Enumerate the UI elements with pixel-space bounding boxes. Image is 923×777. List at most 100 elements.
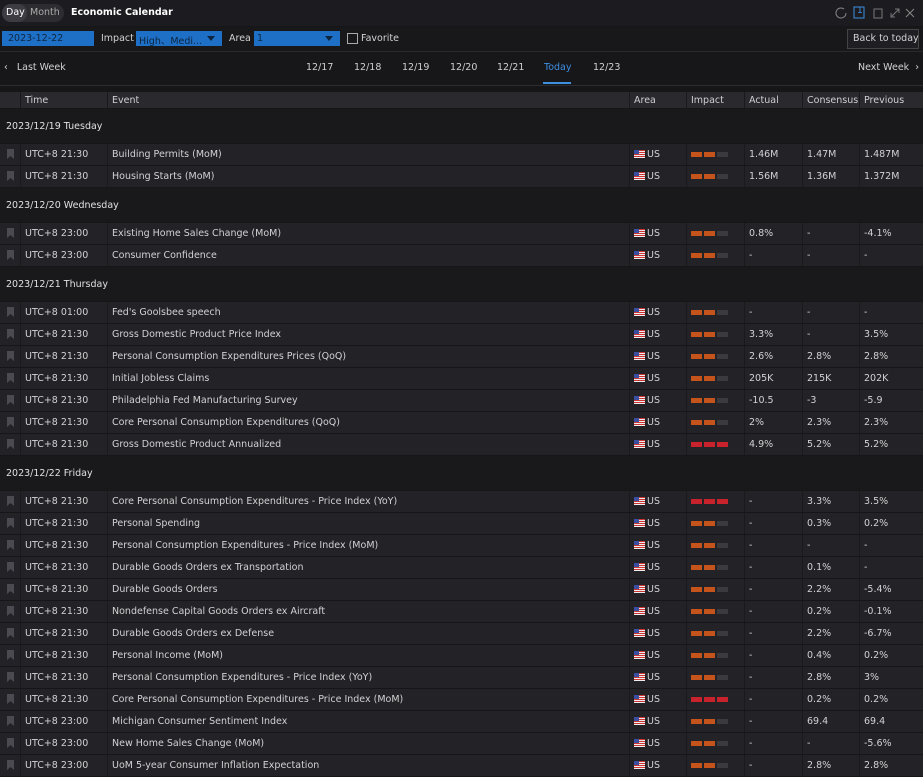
refresh-icon[interactable] xyxy=(835,7,847,19)
event-row xyxy=(0,579,923,600)
favorite-checkbox[interactable] xyxy=(347,33,358,44)
cell-consensus: 5.2% xyxy=(807,439,832,450)
event-row xyxy=(0,513,923,534)
impact-segment xyxy=(704,609,715,614)
impact-segment xyxy=(704,310,715,315)
cell-previous: 69.4 xyxy=(864,716,886,727)
impact-segment xyxy=(691,442,702,447)
impact-segment xyxy=(691,565,702,570)
cell-area: US xyxy=(647,760,660,771)
bookmark-icon[interactable] xyxy=(7,716,14,726)
bookmark-icon[interactable] xyxy=(7,540,14,550)
cell-event: New Home Sales Change (MoM) xyxy=(112,738,265,749)
bookmark-icon[interactable] xyxy=(7,228,14,238)
bookmark-icon[interactable] xyxy=(7,518,14,528)
day[interactable]: 12/18 xyxy=(354,62,382,73)
flag-icon xyxy=(634,739,645,747)
cell-time: UTC+8 21:30 xyxy=(25,672,89,683)
impact-segment xyxy=(691,675,702,680)
bookmark-icon[interactable] xyxy=(7,395,14,405)
next-week[interactable]: Next Week › xyxy=(858,62,920,73)
title: Economic Calendar xyxy=(71,7,173,18)
flag-icon xyxy=(634,673,645,681)
cell-event: Gross Domestic Product Price Index xyxy=(112,329,282,340)
date-input[interactable] xyxy=(2,31,94,46)
bookmark-icon[interactable] xyxy=(7,606,14,616)
cell-separator xyxy=(686,346,687,367)
day[interactable]: 12/17 xyxy=(306,62,334,73)
cell-consensus: 2.3% xyxy=(807,417,832,428)
impact-segment xyxy=(717,719,728,724)
impact-segment xyxy=(691,310,702,315)
bookmark-icon[interactable] xyxy=(7,738,14,748)
bookmark-icon[interactable] xyxy=(7,496,14,506)
cell-consensus: - xyxy=(807,307,811,318)
cell-separator xyxy=(629,144,630,165)
cell-separator xyxy=(859,733,860,754)
day[interactable]: 12/19 xyxy=(402,62,430,73)
event-row xyxy=(0,166,923,187)
flag-canton xyxy=(634,374,639,378)
bookmark-icon[interactable] xyxy=(7,584,14,594)
flag-canton xyxy=(634,519,639,523)
impact-segment xyxy=(704,420,715,425)
day-active[interactable]: Today xyxy=(544,62,572,73)
restore-icon[interactable] xyxy=(873,8,883,19)
bookmark-icon[interactable] xyxy=(7,307,14,317)
bookmark-icon[interactable] xyxy=(7,351,14,361)
cell-separator xyxy=(744,324,745,345)
bookmark-icon[interactable] xyxy=(7,650,14,660)
badge-box[interactable] xyxy=(853,6,865,19)
cell-separator xyxy=(20,166,21,187)
cell-previous: 0.2% xyxy=(864,650,889,661)
cell-actual: 3.3% xyxy=(749,329,774,340)
prev-week[interactable]: ‹ Last Week xyxy=(4,62,66,73)
area-dropdown[interactable] xyxy=(254,31,340,46)
impact-dropdown[interactable] xyxy=(136,31,222,46)
cell-separator xyxy=(744,302,745,323)
close-icon[interactable] xyxy=(905,8,915,18)
cell-event: Core Personal Consumption Expenditures -… xyxy=(112,496,398,507)
cell-separator xyxy=(20,144,21,165)
cell-separator xyxy=(629,733,630,754)
bookmark-icon[interactable] xyxy=(7,628,14,638)
cell-separator xyxy=(686,733,687,754)
day[interactable]: 12/20 xyxy=(450,62,478,73)
bookmark-icon[interactable] xyxy=(7,149,14,159)
date-value: 2023-12-22 xyxy=(8,33,64,44)
impact-segment xyxy=(717,543,728,548)
bookmark-icon[interactable] xyxy=(7,417,14,427)
back-button[interactable] xyxy=(847,29,919,49)
day[interactable]: 12/23 xyxy=(593,62,621,73)
cell-event: Philadelphia Fed Manufacturing Survey xyxy=(112,395,298,406)
bookmark-icon[interactable] xyxy=(7,250,14,260)
tab[interactable]: Day xyxy=(6,7,25,18)
cell-actual: - xyxy=(749,760,753,771)
expand-icon[interactable] xyxy=(890,8,900,18)
bookmark-icon[interactable] xyxy=(7,562,14,572)
cell-separator xyxy=(859,645,860,666)
bookmark-icon[interactable] xyxy=(7,760,14,770)
bookmark-icon[interactable] xyxy=(7,373,14,383)
cell-separator xyxy=(802,623,803,644)
cell-separator xyxy=(107,689,108,710)
cell-separator xyxy=(107,346,108,367)
cell-actual: - xyxy=(749,606,753,617)
day[interactable]: 12/21 xyxy=(497,62,525,73)
bookmark-icon[interactable] xyxy=(7,439,14,449)
cell-separator xyxy=(744,557,745,578)
cell-separator xyxy=(859,346,860,367)
cell-separator xyxy=(629,245,630,266)
impact-segment xyxy=(717,653,728,658)
event-row xyxy=(0,390,923,411)
bookmark-icon[interactable] xyxy=(7,329,14,339)
cell-separator xyxy=(744,667,745,688)
flag-icon xyxy=(634,651,645,659)
bookmark-icon[interactable] xyxy=(7,694,14,704)
cell-separator xyxy=(859,601,860,622)
flag-icon xyxy=(634,374,645,382)
cell-consensus: - xyxy=(807,250,811,261)
bookmark-icon[interactable] xyxy=(7,171,14,181)
tab[interactable]: Month xyxy=(30,7,60,18)
bookmark-icon[interactable] xyxy=(7,672,14,682)
